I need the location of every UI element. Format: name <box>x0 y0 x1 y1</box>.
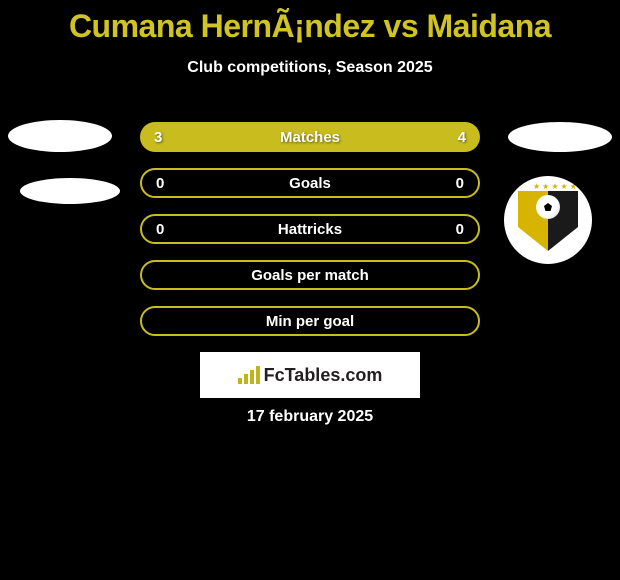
stat-left-value: 3 <box>154 129 162 146</box>
shield-stars: ★★★★★ <box>533 182 579 191</box>
bar-chart-icon <box>238 366 260 384</box>
left-team-logo-placeholder-1 <box>8 120 112 152</box>
stat-label: Min per goal <box>266 313 354 330</box>
stat-left-value: 0 <box>156 221 164 238</box>
date-label: 17 february 2025 <box>0 408 620 426</box>
subtitle: Club competitions, Season 2025 <box>0 59 620 77</box>
stat-row-matches: 3 Matches 4 <box>140 122 480 152</box>
stat-label: Goals <box>289 175 331 192</box>
left-team-logo-placeholder-2 <box>20 178 120 204</box>
stat-label: Hattricks <box>278 221 342 238</box>
shield-icon: ★★★★★ <box>518 187 578 253</box>
right-team-logo-placeholder-1 <box>508 122 612 152</box>
stat-right-value: 0 <box>456 175 464 192</box>
right-team-badge: ★★★★★ <box>504 176 592 264</box>
page-title: Cumana HernÃ¡ndez vs Maidana <box>0 0 620 45</box>
stat-row-hattricks: 0 Hattricks 0 <box>140 214 480 244</box>
watermark: FcTables.com <box>200 352 420 398</box>
stat-right-value: 0 <box>456 221 464 238</box>
stat-right-value: 4 <box>458 129 466 146</box>
stat-label: Matches <box>280 129 340 146</box>
watermark-text: FcTables.com <box>264 365 383 386</box>
stat-row-goals: 0 Goals 0 <box>140 168 480 198</box>
stats-container: 3 Matches 4 0 Goals 0 0 Hattricks 0 Goal… <box>140 122 480 352</box>
stat-label: Goals per match <box>251 267 369 284</box>
stat-row-min-per-goal: Min per goal <box>140 306 480 336</box>
stat-row-goals-per-match: Goals per match <box>140 260 480 290</box>
stat-left-value: 0 <box>156 175 164 192</box>
soccer-ball-icon <box>536 195 560 219</box>
